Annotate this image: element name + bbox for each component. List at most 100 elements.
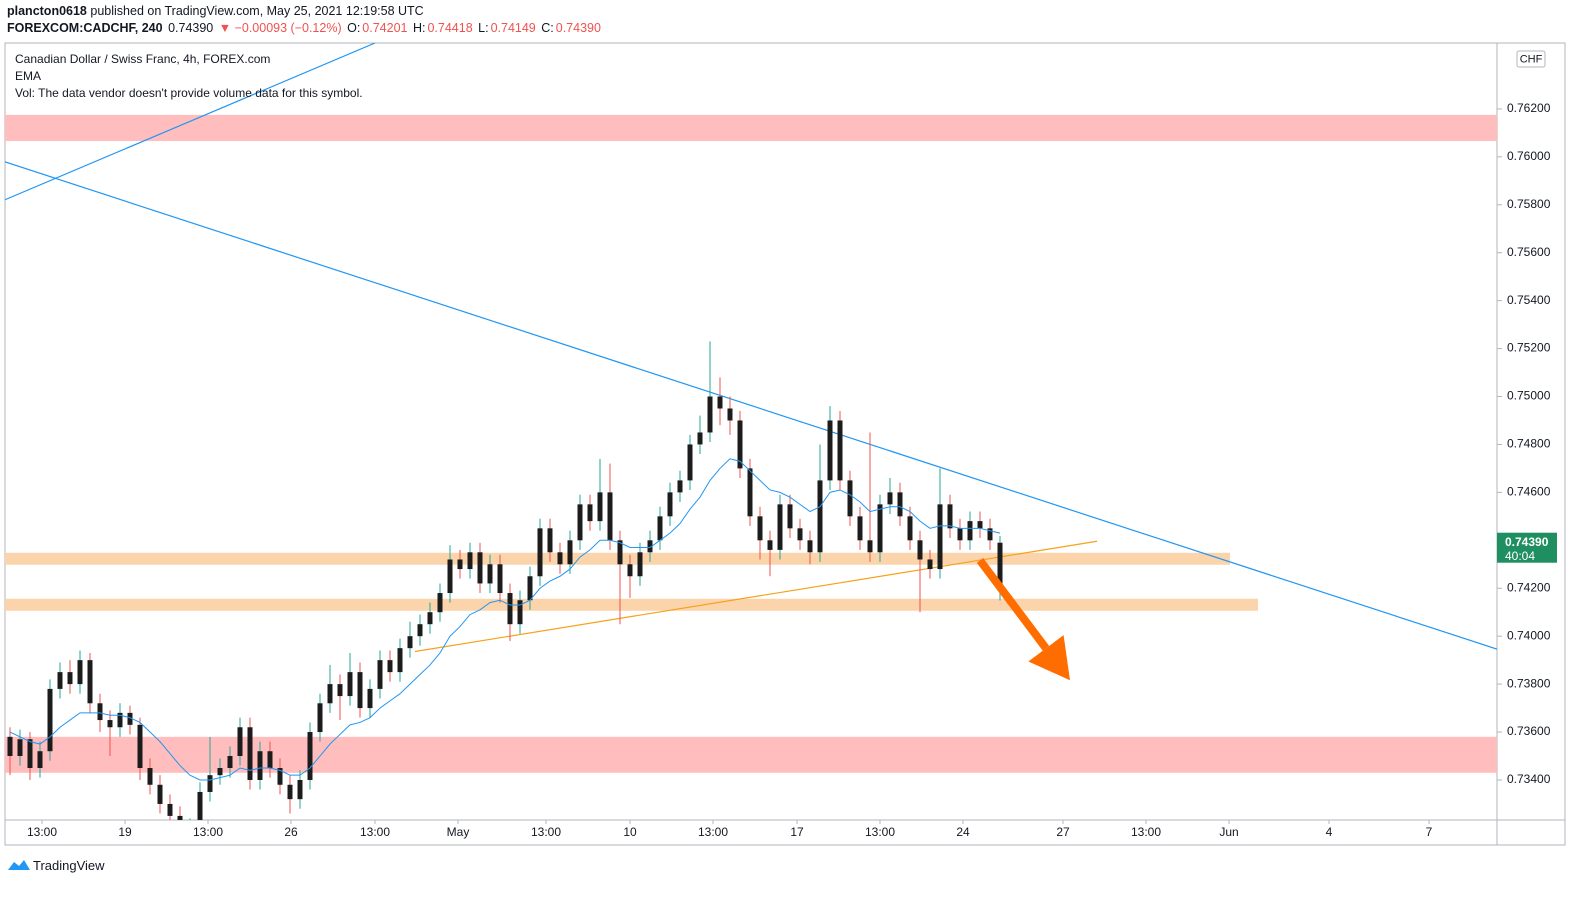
y-tick-label: 0.73400 bbox=[1507, 772, 1551, 786]
candle-body bbox=[167, 803, 173, 816]
candle-body bbox=[997, 542, 1003, 589]
candle-body bbox=[347, 672, 353, 697]
x-tick-label: 24 bbox=[956, 825, 970, 839]
y-tick-label: 0.74800 bbox=[1507, 437, 1551, 451]
candle-body bbox=[188, 828, 193, 833]
candle-body bbox=[467, 552, 473, 570]
candle-body bbox=[197, 791, 203, 820]
y-tick-label: 0.73800 bbox=[1507, 676, 1551, 690]
candle-body bbox=[357, 672, 363, 709]
candle-body bbox=[957, 528, 963, 541]
x-tick-label: 13:00 bbox=[531, 825, 561, 839]
candle-body bbox=[977, 521, 983, 529]
candle-body bbox=[807, 540, 813, 553]
y-tick-label: 0.74600 bbox=[1507, 485, 1551, 499]
x-tick-label: May bbox=[447, 825, 470, 839]
candle-body bbox=[847, 480, 853, 517]
candle-body bbox=[677, 480, 683, 493]
candle-body bbox=[947, 504, 953, 529]
candle-body bbox=[257, 751, 263, 780]
candle-body bbox=[147, 767, 153, 785]
l-value: 0.74149 bbox=[490, 21, 536, 35]
candle-body bbox=[497, 564, 503, 594]
x-tick-label: 13:00 bbox=[698, 825, 728, 839]
candle-body bbox=[387, 660, 393, 673]
legend-vol: Vol: The data vendor doesn't provide vol… bbox=[15, 86, 363, 100]
x-tick-label: 10 bbox=[623, 825, 637, 839]
currency: CHF bbox=[1520, 53, 1543, 65]
candle-body bbox=[537, 528, 543, 577]
candle-body bbox=[967, 521, 973, 541]
change: ▼ −0.00093 (−0.12%) bbox=[218, 21, 342, 35]
candle-body bbox=[207, 775, 213, 792]
candle-body bbox=[17, 739, 23, 757]
candle-body bbox=[867, 540, 873, 553]
y-tick-label: 0.74200 bbox=[1507, 580, 1551, 594]
candle-body bbox=[417, 624, 423, 637]
candle-body bbox=[247, 727, 253, 780]
candle-body bbox=[747, 468, 753, 517]
c-label: C: bbox=[541, 21, 554, 35]
y-tick-label: 0.75400 bbox=[1507, 293, 1551, 307]
legend-name: Canadian Dollar / Swiss Franc, 4h, FOREX… bbox=[15, 52, 271, 66]
candle-body bbox=[627, 564, 633, 577]
candle-body bbox=[287, 784, 293, 800]
logo bbox=[8, 860, 30, 870]
x-tick-label: 4 bbox=[1326, 825, 1333, 839]
candle-body bbox=[927, 559, 933, 570]
candle-body bbox=[587, 504, 593, 522]
candle-body bbox=[917, 540, 923, 560]
o-value: 0.74201 bbox=[362, 21, 408, 35]
header-line-2: FOREXCOM:CADCHF, 240 0.74390 ▼ −0.00093 … bbox=[7, 21, 603, 35]
candle-body bbox=[317, 703, 323, 733]
candle-body bbox=[597, 492, 603, 522]
symbol: FOREXCOM:CADCHF, 240 bbox=[7, 21, 163, 35]
candle-body bbox=[377, 660, 383, 689]
author: plancton0618 bbox=[7, 4, 87, 18]
candle-body bbox=[277, 767, 283, 785]
candle-body bbox=[987, 528, 993, 541]
candle-body bbox=[97, 703, 103, 721]
candle-body bbox=[507, 593, 513, 625]
candle-body bbox=[887, 492, 893, 505]
candle-body bbox=[337, 684, 343, 697]
y-tick-label: 0.75600 bbox=[1507, 245, 1551, 259]
candle-body bbox=[517, 600, 523, 625]
header-line-1: plancton0618 published on TradingView.co… bbox=[7, 4, 426, 18]
x-tick-label: 27 bbox=[1056, 825, 1070, 839]
countdown: 40:04 bbox=[1505, 549, 1535, 563]
candle-body bbox=[557, 552, 563, 565]
candle-body bbox=[217, 767, 223, 776]
candle-body bbox=[777, 504, 783, 550]
candle-body bbox=[897, 492, 903, 517]
candle-body bbox=[47, 688, 53, 752]
candle-body bbox=[57, 672, 63, 689]
price: 0.74390 bbox=[168, 21, 214, 35]
candle-body bbox=[647, 540, 653, 553]
candle-body bbox=[637, 552, 643, 577]
candle-body bbox=[737, 420, 743, 469]
y-tick-label: 0.76000 bbox=[1507, 149, 1551, 163]
candle-body bbox=[617, 540, 623, 565]
chart-frame bbox=[4, 42, 1566, 846]
candle-body bbox=[657, 516, 663, 541]
x-tick-label: 13:00 bbox=[193, 825, 223, 839]
candle-body bbox=[837, 420, 843, 481]
candle-body bbox=[827, 420, 833, 481]
candle-body bbox=[7, 736, 13, 757]
y-tick-label: 0.74000 bbox=[1507, 628, 1551, 642]
y-tick-label: 0.75000 bbox=[1507, 389, 1551, 403]
candle-body bbox=[787, 504, 793, 529]
candle-body bbox=[297, 779, 303, 800]
candle-body bbox=[157, 784, 163, 804]
candle-body bbox=[117, 712, 123, 728]
legend-ema: EMA bbox=[15, 69, 42, 83]
currency-badge bbox=[1516, 50, 1546, 68]
o-label: O: bbox=[347, 21, 361, 35]
footer: TradingView bbox=[33, 858, 105, 873]
candle-body bbox=[547, 528, 553, 553]
candle-body bbox=[37, 751, 43, 768]
trend-line bbox=[5, 161, 1497, 650]
y-tick-label: 0.75200 bbox=[1507, 341, 1551, 355]
